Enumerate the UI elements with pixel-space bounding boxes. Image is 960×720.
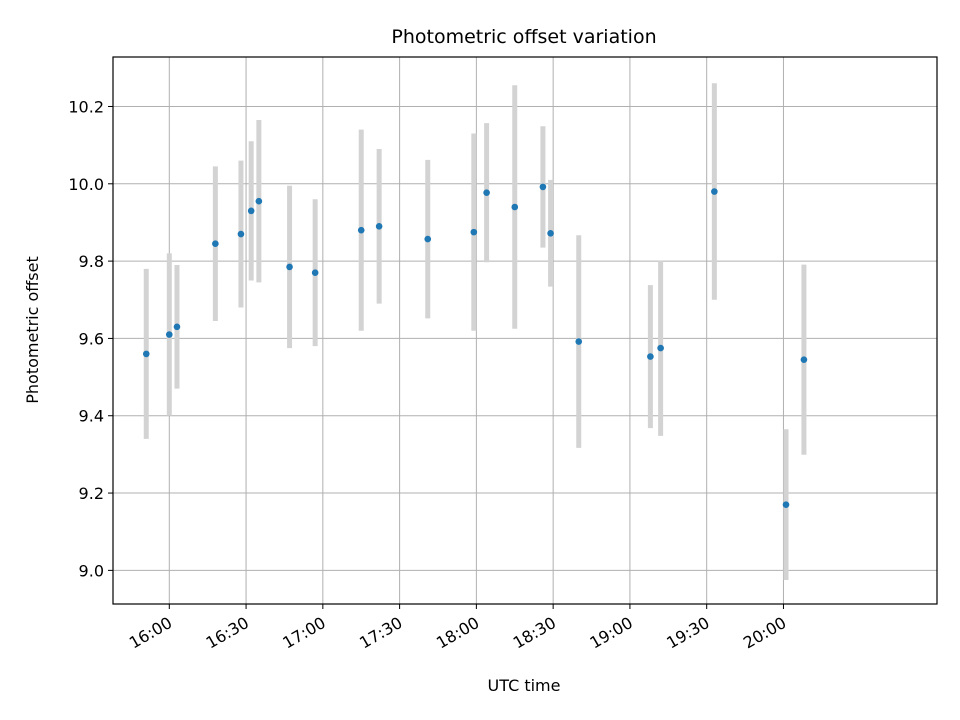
data-point (657, 344, 664, 352)
grid (113, 57, 937, 604)
data-point (212, 240, 219, 248)
y-axis-ticks: 9.0 9.2 9.4 9.6 9.8 10.0 10.2 (68, 97, 113, 580)
y-tick-label: 10.0 (68, 175, 104, 194)
data-point (800, 356, 808, 363)
data-point (173, 323, 181, 331)
data-point (375, 223, 383, 230)
x-axis-label: UTC time (488, 676, 561, 695)
y-tick-label: 9.6 (79, 329, 104, 348)
data-point (782, 501, 790, 508)
data-points (142, 183, 808, 508)
y-tick-label: 10.2 (68, 97, 104, 116)
data-point (470, 228, 478, 236)
y-axis-label: Photometric offset (23, 256, 42, 404)
data-point (142, 350, 150, 358)
data-point (237, 230, 245, 238)
data-point (286, 263, 293, 271)
y-tick-label: 9.4 (79, 407, 104, 426)
data-point (255, 197, 263, 205)
y-tick-label: 9.0 (79, 561, 104, 580)
y-tick-label: 9.2 (79, 484, 104, 503)
data-point (424, 235, 432, 243)
data-point (547, 229, 554, 237)
data-point (539, 183, 547, 191)
data-point (311, 269, 319, 277)
data-point (483, 189, 490, 196)
data-point (711, 188, 718, 195)
data-point (165, 331, 173, 338)
data-point (511, 203, 519, 211)
data-point (247, 207, 255, 215)
chart-title: Photometric offset variation (391, 26, 656, 48)
plot-frame (112, 56, 938, 605)
data-point (575, 338, 583, 345)
y-tick-label: 9.8 (79, 252, 104, 271)
data-point (357, 226, 365, 234)
data-point (647, 353, 654, 360)
